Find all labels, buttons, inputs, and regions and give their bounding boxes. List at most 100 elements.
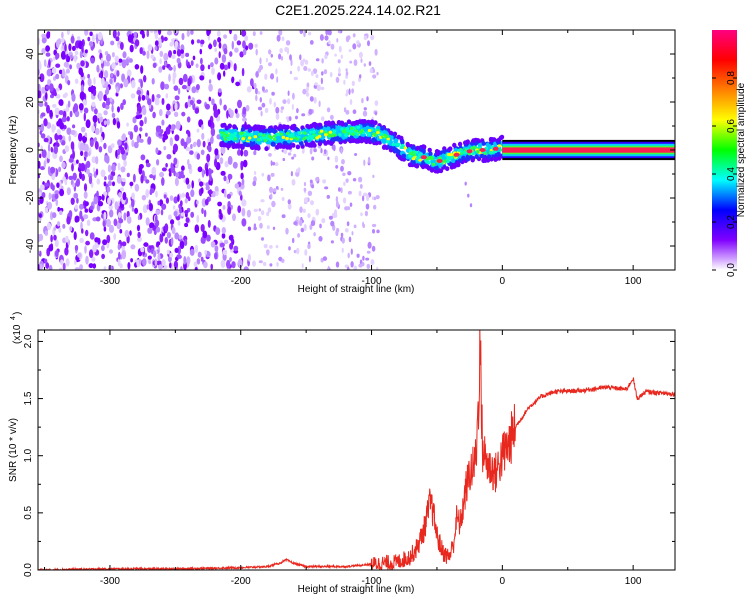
spectrogram-cell — [364, 210, 368, 217]
spectrogram-cell — [395, 143, 400, 147]
spectrogram-cell — [328, 40, 331, 45]
spectrogram-cell — [53, 56, 56, 61]
spectrogram-cell — [39, 263, 43, 270]
spectrogram-cell — [293, 221, 298, 226]
spectrogram-cell — [266, 225, 270, 230]
spectrogram-cell — [103, 120, 107, 126]
spectrogram-cell — [469, 203, 473, 208]
spectrogram-cell — [186, 30, 190, 37]
spectrogram-cell — [436, 159, 443, 163]
spectrogram-cell — [199, 181, 204, 187]
spectrogram-cell — [242, 106, 247, 115]
spectrogram-cell — [373, 133, 378, 137]
spectrogram-cell — [244, 35, 249, 42]
spectrogram-cell — [151, 94, 155, 103]
spectrogram-cell — [79, 171, 82, 180]
spectrogram-cell — [453, 152, 460, 157]
spectrogram-cell — [242, 159, 248, 168]
spectrogram-cell — [285, 40, 291, 46]
spectrogram-cell — [176, 57, 181, 64]
spectrogram-cell — [111, 62, 116, 70]
spectrogram-cell — [74, 267, 80, 270]
spectrogram-cell — [89, 139, 94, 148]
spectrogram-cell — [306, 124, 312, 130]
y-tick-label: 0.0 — [23, 563, 34, 577]
spectrogram-cell — [457, 148, 462, 152]
spectrogram-cell — [360, 136, 365, 142]
spectrogram-cell — [158, 66, 163, 73]
spectrogram-cell — [287, 145, 293, 150]
spectrogram-cell — [67, 100, 71, 108]
spectrogram-cell — [264, 146, 269, 152]
spectrogram-cell — [48, 59, 51, 67]
spectrogram-cell — [159, 171, 165, 178]
spectrogram-cell — [258, 208, 261, 212]
spectrogram-cell — [245, 104, 250, 112]
spectrogram-cell — [309, 179, 313, 184]
spectrogram-cell — [345, 71, 349, 76]
spectrogram-cell — [173, 111, 179, 118]
spectrogram-cell — [196, 200, 199, 205]
spectrogram-cell — [330, 240, 334, 244]
spectrogram-cell — [488, 137, 494, 143]
spectrogram-cell — [114, 201, 119, 210]
spectrogram-cell — [420, 155, 427, 160]
spectrogram-cell — [131, 139, 135, 148]
colorbar-gradient — [712, 30, 737, 270]
spectrogram-cell — [210, 136, 214, 144]
spectrogram-cell — [297, 233, 301, 238]
x-tick-label: 0 — [500, 276, 506, 287]
spectrogram-cell — [247, 226, 251, 231]
spectrogram-cell — [280, 109, 284, 114]
spectrogram-cell — [206, 153, 211, 163]
spectrogram-cell — [259, 132, 263, 136]
x-tick-label: -100 — [362, 576, 382, 587]
spectrogram-cell — [68, 175, 74, 180]
spectrogram-cell — [346, 89, 349, 95]
spectrogram-cell — [340, 165, 344, 172]
spectrogram-cell — [293, 153, 297, 158]
spectrogram-cell — [190, 30, 194, 35]
spectrogram-cell — [183, 141, 188, 150]
spectrogram-cell — [391, 146, 396, 151]
spectrogram-cell — [498, 135, 504, 141]
spectrogram-cell — [435, 151, 441, 157]
spectrogram-cell — [190, 60, 194, 66]
spectrogram-cell — [110, 143, 115, 149]
spectrogram-cell — [98, 73, 102, 78]
spectrogram-cell — [95, 156, 99, 165]
spectrogram-cell — [358, 51, 363, 59]
spectrogram-cell — [219, 242, 225, 248]
spectrogram-cell — [304, 59, 309, 65]
spectrogram-cell — [386, 137, 391, 141]
spectrogram-cell — [89, 249, 94, 258]
spectrogram-cell — [287, 203, 292, 210]
spectrogram-cell — [307, 213, 311, 219]
spectrogram-cell — [352, 33, 356, 38]
spectrogram-cell — [224, 161, 229, 168]
spectrogram-cell — [255, 94, 258, 102]
spectrogram-cell — [163, 146, 167, 151]
spectrogram-cell — [160, 209, 164, 216]
spectrogram-cell — [253, 82, 257, 89]
spectrogram-cell — [106, 53, 111, 62]
spectrogram-cell — [101, 253, 105, 260]
spectrogram-cell — [64, 43, 67, 52]
spectrogram-cell — [144, 116, 147, 125]
spectrogram-cell — [335, 196, 339, 203]
spectrogram-cell — [424, 159, 429, 163]
spectrogram-cell — [58, 166, 62, 172]
spectrogram-cell — [366, 96, 369, 102]
spectrogram-cell — [154, 32, 159, 40]
spectrogram-cell — [181, 111, 186, 117]
spectrogram-cell — [159, 50, 164, 58]
spectrogram-cell — [84, 245, 87, 254]
spectrogram-cell — [120, 149, 126, 155]
spectrogram-cell — [146, 30, 150, 38]
spectrogram-cell — [157, 200, 160, 206]
spectrogram-cell — [117, 139, 122, 146]
spectrogram-cell — [103, 110, 108, 116]
spectrogram-cell — [121, 250, 127, 260]
spectrogram-cell — [364, 139, 369, 145]
spectrogram-cell — [85, 229, 89, 237]
